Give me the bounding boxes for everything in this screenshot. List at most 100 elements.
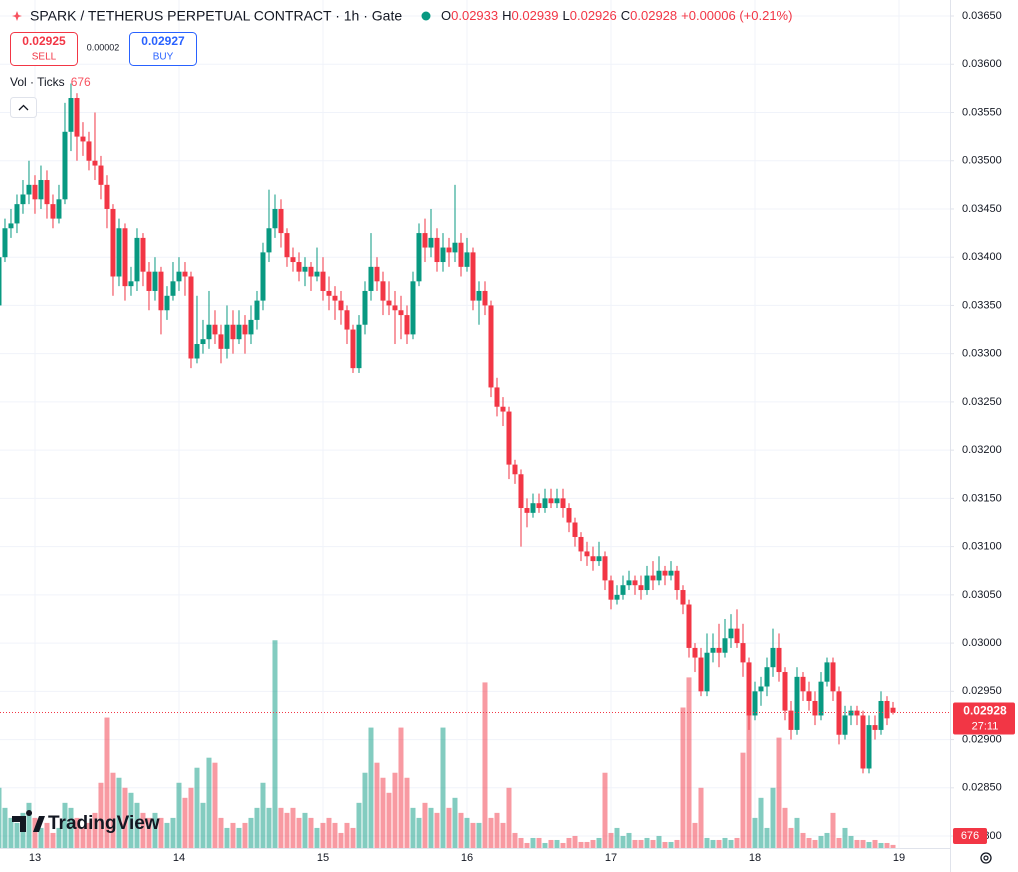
candle-body [530, 503, 536, 513]
volume-bar [554, 839, 560, 848]
volume-bar [788, 827, 794, 848]
sell-price[interactable]: 0.02925 [22, 34, 66, 48]
volume-bar [284, 812, 290, 848]
logo-text[interactable]: TradingView [48, 813, 160, 834]
candle-body [692, 647, 698, 658]
volume-bar [86, 822, 92, 848]
volume-bar [62, 802, 68, 848]
volume-bar [326, 817, 332, 848]
candle-body [140, 237, 146, 272]
candle-body [32, 184, 38, 200]
candle-body [104, 184, 110, 209]
candle-body [476, 290, 482, 301]
candle-body [662, 570, 668, 576]
change: +0.00006 (+0.21%) [681, 8, 792, 23]
candle-body [326, 290, 332, 296]
y-tick-label: 0.03100 [962, 541, 1002, 553]
candle-body [770, 647, 776, 668]
volume-bar [50, 832, 56, 848]
buy-price[interactable]: 0.02927 [141, 34, 185, 48]
volume-bar [500, 822, 506, 848]
y-tick-label: 0.03050 [962, 589, 1002, 601]
candle-body [554, 498, 560, 504]
y-tick-label: 0.03550 [962, 106, 1002, 118]
sell-label[interactable]: SELL [32, 52, 57, 63]
candle-body [272, 208, 278, 229]
volume-bar [314, 827, 320, 848]
volume-bar [350, 827, 356, 848]
h-label: H [502, 8, 511, 23]
volume-bar [170, 817, 176, 848]
l-label: L [563, 8, 570, 23]
volume-bar [248, 817, 254, 848]
volume-bar [182, 797, 188, 848]
candle-body [158, 271, 164, 311]
volume-bar [536, 837, 542, 848]
candle-body [458, 242, 464, 267]
volume-bar [302, 812, 308, 848]
candle-body [764, 667, 770, 687]
y-tick-label: 0.03450 [962, 203, 1002, 215]
y-tick-label: 0.03650 [962, 10, 1002, 22]
volume-bar [386, 792, 392, 848]
volume-bar [632, 839, 638, 848]
volume-bar [290, 807, 296, 848]
candle-body [392, 305, 398, 311]
candle-body [884, 700, 890, 719]
volume-bar [320, 822, 326, 848]
market-status [421, 11, 431, 21]
c-value: 0.02928 [630, 8, 677, 23]
volume-bar [8, 817, 14, 848]
volume-bar [0, 787, 2, 848]
volume-bar [38, 827, 44, 848]
volume-bar [782, 807, 788, 848]
candle-body [524, 508, 530, 513]
candle-body [164, 295, 170, 311]
candle-body [512, 464, 518, 475]
sell-box[interactable] [10, 32, 78, 66]
candle-body [716, 647, 722, 653]
volume-bar [188, 787, 194, 848]
volume-bar [206, 757, 212, 848]
volume-bar [392, 772, 398, 848]
candle-body [452, 242, 458, 253]
candle-body [122, 228, 128, 287]
volume-bar [746, 707, 752, 848]
candle-body [446, 247, 452, 253]
candle-body [752, 691, 758, 716]
logo[interactable]: TradingView [12, 810, 160, 834]
candle-body [386, 300, 392, 306]
candle-body [20, 194, 26, 205]
volume-bar [770, 787, 776, 848]
candle-body [608, 580, 614, 600]
volume-bar [266, 807, 272, 848]
x-tick-label: 14 [173, 852, 185, 864]
candle-body [632, 580, 638, 586]
buy-label[interactable]: BUY [153, 52, 174, 63]
volume-bar [296, 817, 302, 848]
sell-button[interactable]: 0.02925 SELL [10, 32, 78, 66]
candle-body [182, 271, 188, 277]
volume-bar [578, 841, 584, 848]
candle-body [596, 556, 602, 562]
indicator-name: Vol · Ticks [10, 75, 65, 89]
ohlc-legend: O0.02933 H0.02939 L0.02926 C0.02928 +0.00006… [441, 8, 792, 23]
collapse-button[interactable] [10, 97, 37, 118]
buy-button[interactable]: 0.02927 BUY [129, 32, 197, 66]
candle-body [404, 315, 410, 335]
candle-body [380, 281, 386, 301]
candle-body [638, 585, 644, 591]
candle-body [740, 643, 746, 663]
y-tick-label: 0.03000 [962, 637, 1002, 649]
candle-body [812, 700, 818, 716]
volume-bar [110, 772, 116, 848]
settings-icon[interactable] [980, 852, 992, 864]
candle-body [188, 276, 194, 359]
volume-bar [662, 841, 668, 848]
buy-box[interactable] [129, 32, 197, 66]
price-axis-border [950, 0, 951, 872]
candle-body [758, 686, 764, 692]
volume-bar [758, 797, 764, 848]
candle-body [470, 252, 476, 301]
